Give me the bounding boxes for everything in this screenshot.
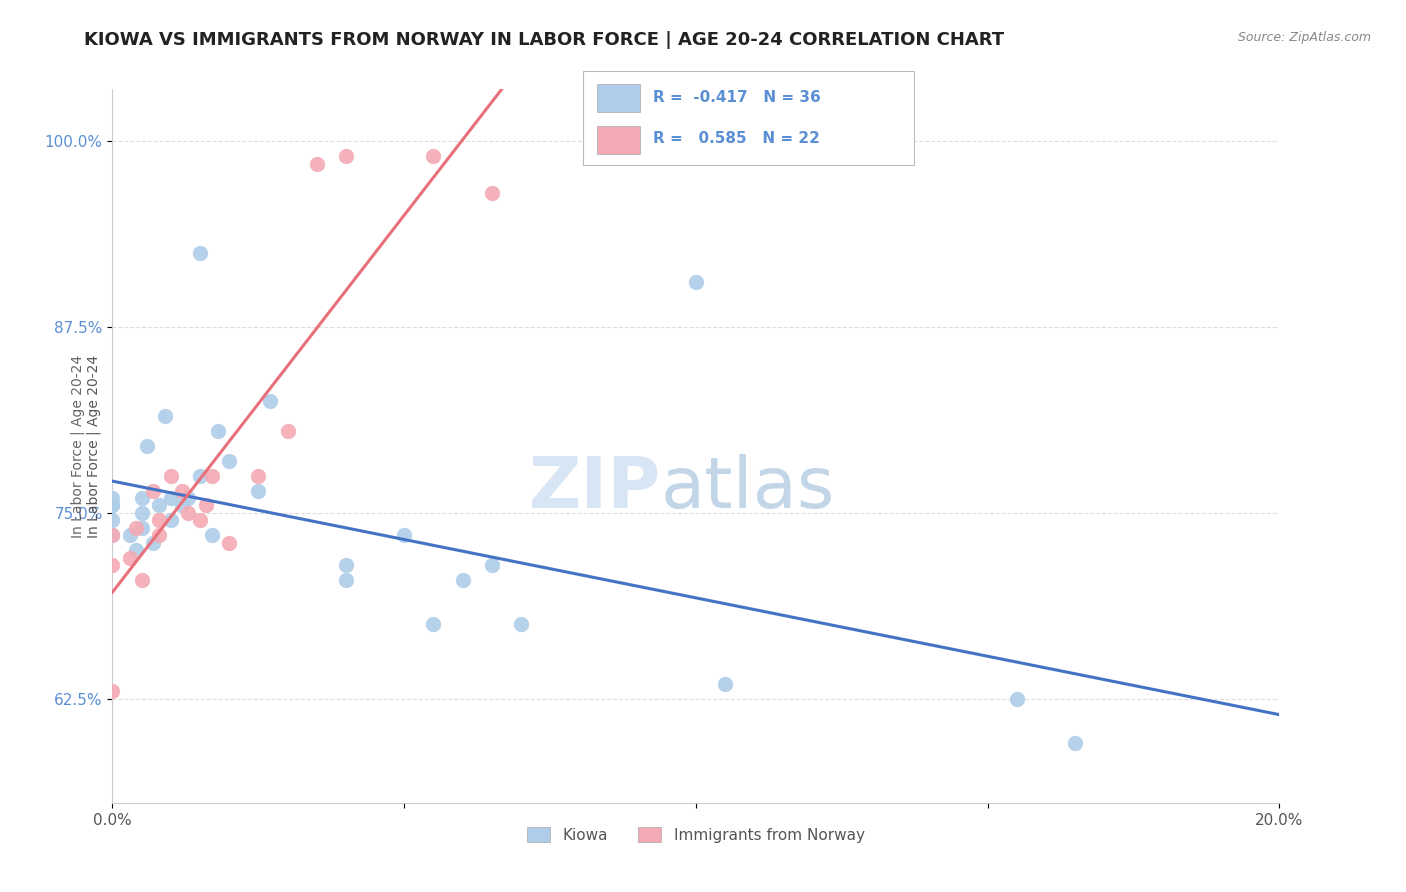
Point: [422, 617, 444, 632]
Point: [142, 483, 165, 498]
Text: atlas: atlas: [661, 454, 835, 524]
Point: [509, 617, 531, 632]
Point: [101, 528, 124, 542]
Point: [153, 409, 176, 424]
Point: [101, 513, 124, 527]
Point: [101, 499, 124, 513]
Bar: [596, 84, 640, 112]
Text: Source: ZipAtlas.com: Source: ZipAtlas.com: [1237, 31, 1371, 45]
Point: [247, 483, 270, 498]
Point: [1064, 736, 1087, 750]
Point: [172, 499, 194, 513]
Point: [481, 186, 503, 201]
Point: [194, 499, 217, 513]
Point: [335, 149, 357, 163]
Point: [148, 528, 170, 542]
Text: R =  -0.417   N = 36: R = -0.417 N = 36: [652, 89, 821, 104]
Point: [714, 677, 737, 691]
Point: [276, 424, 298, 438]
Point: [685, 276, 707, 290]
Point: [1005, 691, 1028, 706]
Point: [148, 499, 170, 513]
Point: [247, 468, 270, 483]
Point: [131, 491, 153, 505]
Text: R =   0.585   N = 22: R = 0.585 N = 22: [652, 131, 820, 145]
Point: [160, 468, 183, 483]
Point: [131, 521, 153, 535]
Point: [422, 149, 444, 163]
Point: [131, 506, 153, 520]
Point: [218, 454, 240, 468]
Point: [207, 424, 229, 438]
Point: [160, 513, 183, 527]
Point: [218, 535, 240, 549]
Point: [177, 506, 200, 520]
Point: [101, 558, 124, 572]
Point: [172, 483, 194, 498]
Point: [305, 156, 328, 170]
Point: [188, 513, 211, 527]
Point: [201, 528, 224, 542]
Point: [101, 684, 124, 698]
Point: [335, 573, 357, 587]
Point: [188, 468, 211, 483]
Text: KIOWA VS IMMIGRANTS FROM NORWAY IN LABOR FORCE | AGE 20-24 CORRELATION CHART: KIOWA VS IMMIGRANTS FROM NORWAY IN LABOR…: [84, 31, 1004, 49]
Point: [335, 558, 357, 572]
Text: ZIP: ZIP: [529, 454, 661, 524]
Point: [142, 535, 165, 549]
Point: [259, 394, 281, 409]
Point: [177, 491, 200, 505]
Y-axis label: In Labor Force | Age 20-24: In Labor Force | Age 20-24: [87, 354, 101, 538]
Legend: Kiowa, Immigrants from Norway: Kiowa, Immigrants from Norway: [522, 821, 870, 848]
Point: [131, 573, 153, 587]
Point: [118, 550, 141, 565]
Point: [188, 245, 211, 260]
Bar: [596, 126, 640, 153]
Point: [101, 499, 124, 513]
Point: [148, 513, 170, 527]
Point: [101, 528, 124, 542]
Point: [118, 528, 141, 542]
Point: [394, 528, 416, 542]
Point: [125, 521, 148, 535]
Point: [125, 543, 148, 558]
Point: [101, 491, 124, 505]
Point: [136, 439, 159, 453]
Point: [160, 491, 183, 505]
Text: In Labor Force | Age 20-24: In Labor Force | Age 20-24: [70, 354, 84, 538]
FancyBboxPatch shape: [583, 71, 914, 165]
Point: [451, 573, 474, 587]
Point: [201, 468, 224, 483]
Point: [481, 558, 503, 572]
